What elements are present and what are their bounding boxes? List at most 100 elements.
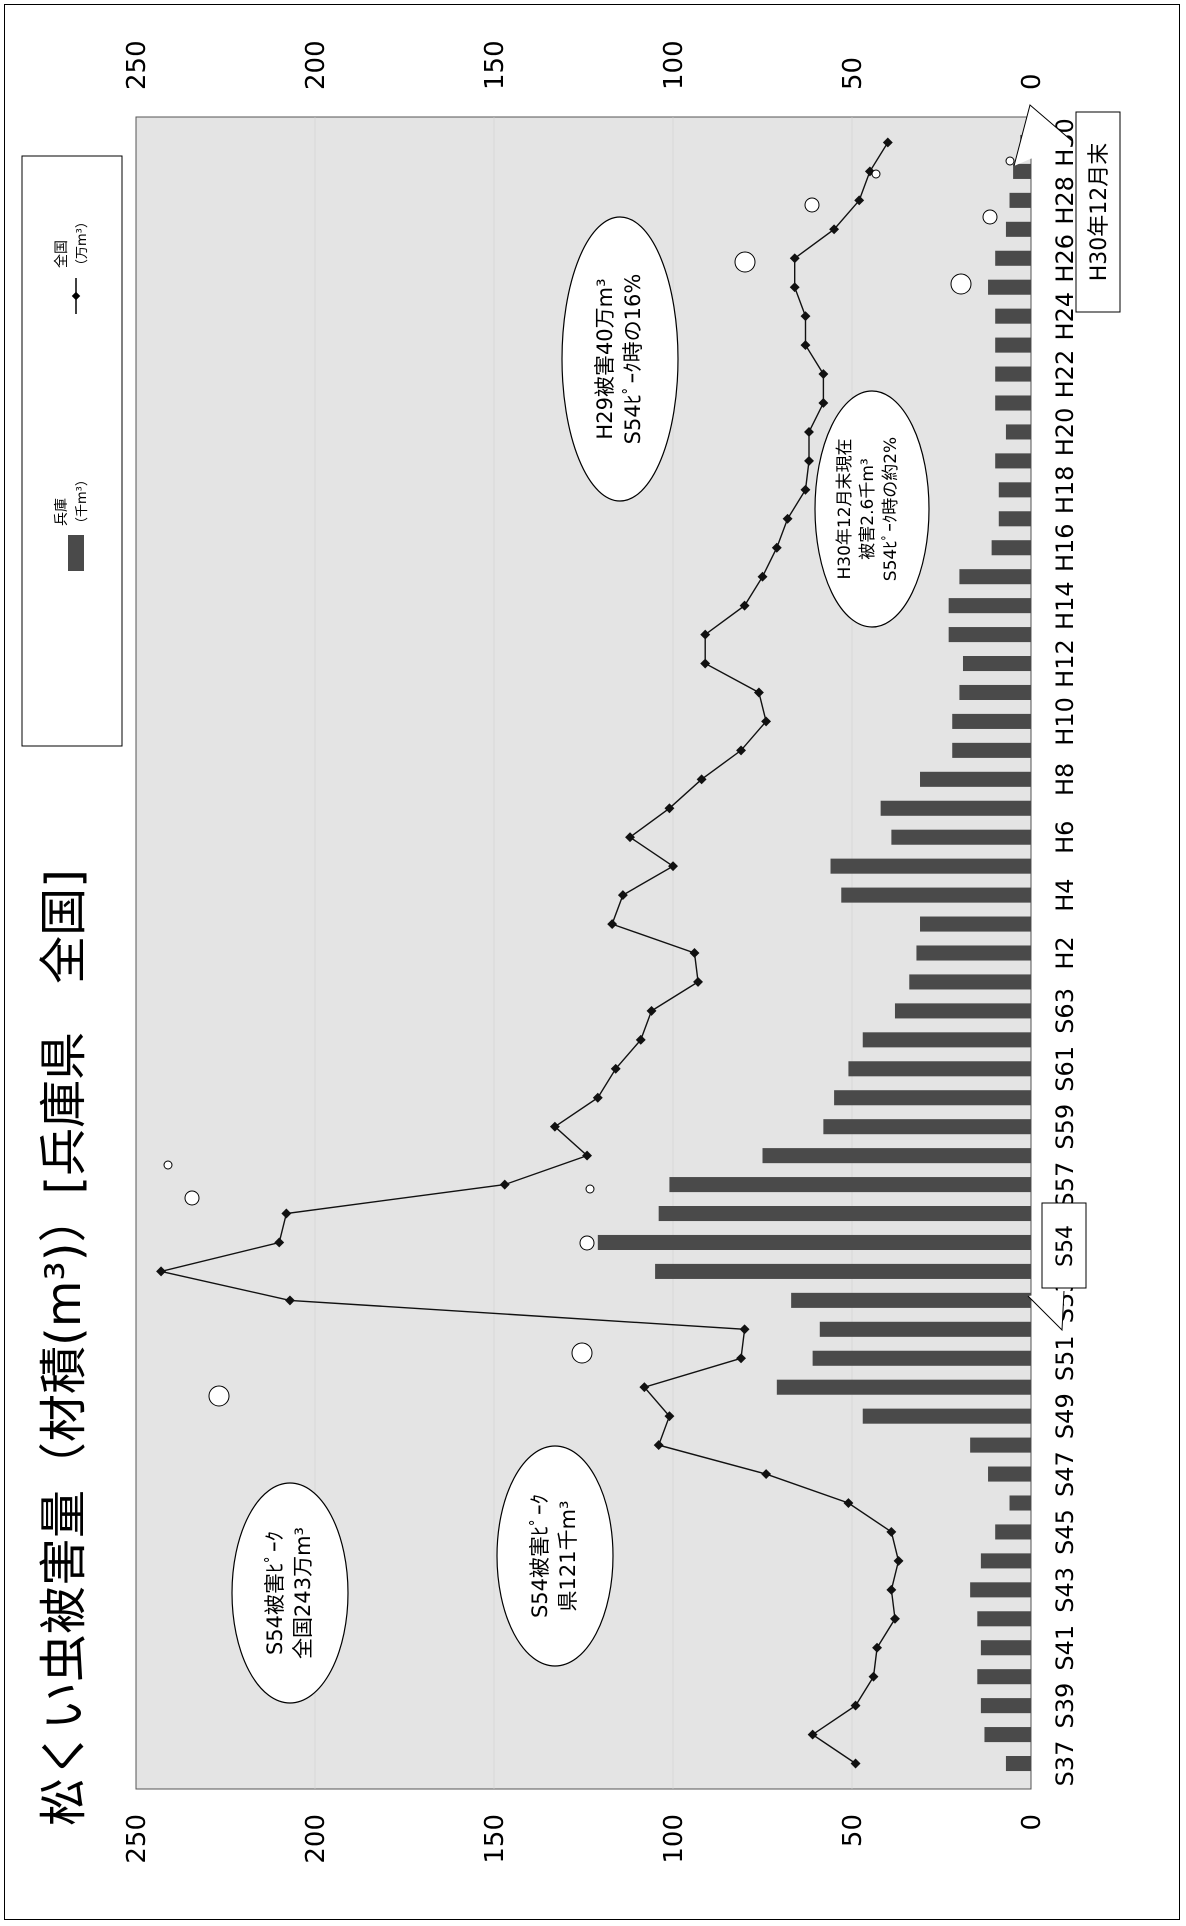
callout-box [1075,111,1121,313]
callout-box [1041,1202,1087,1289]
bar [819,1321,1032,1337]
bubble-circle [184,1190,200,1206]
line-point [804,455,814,466]
chart-title: 松くい虫被害量（材積(m³)）[兵庫県 全国] [36,869,92,1826]
line-point [635,1034,646,1045]
y-tick-label: 200 [301,40,331,90]
x-tick-label: H10 [1051,697,1079,746]
x-tick-label: S45 [1051,1509,1079,1555]
line-point [807,1729,818,1740]
bar [977,1669,1031,1685]
cloud [561,216,679,502]
bar [841,887,1032,903]
y-tick-label: 200 [301,1814,331,1864]
y-tick-label: 100 [659,1814,689,1864]
line-point [664,1411,675,1422]
line-point [689,948,700,958]
y-tick-label: 150 [480,1814,510,1864]
line-point [818,369,829,379]
annotation-line: 全国243万m³ [291,1527,315,1659]
bubble-circle [585,1184,595,1194]
line-point [653,1440,664,1451]
legend-unit-hyogo: （千m³） [75,473,90,530]
bar [952,713,1031,729]
bar [812,1350,1031,1366]
bar [995,395,1032,411]
bubble-circle [1005,156,1015,166]
bar [891,829,1031,845]
annotation-line: S54ﾋﾟｰｸ時の16% [621,274,645,445]
bar [597,1234,1031,1250]
y-axis-bottom-ticks: 0 50 100 150 200 250 [122,40,1047,90]
annotation-line: H30年12月末現在 [835,438,855,579]
y-tick-label: 250 [122,40,152,90]
y-tick-label: 100 [659,40,689,90]
bar [988,279,1031,295]
line-point [761,716,772,727]
bar [948,598,1031,614]
x-tick-label: S61 [1051,1046,1079,1092]
line-point [789,253,800,264]
line-point [664,803,675,814]
cloud [814,390,930,628]
line-point [890,1613,900,1624]
x-tick-label: H4 [1051,878,1079,911]
bar [848,1061,1031,1077]
bar [980,1553,1032,1569]
annotation-national-peak: S54被害ﾋﾟｰｸ 全国243万m³ [231,1482,349,1704]
bubble-circle [579,1235,595,1251]
bar [894,1003,1032,1019]
line-point [156,1266,167,1277]
y-tick-label: 50 [838,57,868,90]
line-point [882,137,893,148]
line-point [700,629,711,640]
bar [791,1292,1032,1308]
y-tick-label: 150 [480,40,510,90]
bubble-circle [871,169,881,179]
bar [830,858,1032,874]
line-point [610,1063,621,1074]
bar [991,540,1031,556]
bar [948,627,1031,643]
annotation-line: 県121千m³ [556,1501,580,1612]
bar [995,250,1032,266]
x-tick-label: H20 [1051,408,1079,457]
legend-label-hyogo: 兵庫 [53,498,70,526]
line-point [771,542,782,553]
x-tick-label: H24 [1051,292,1079,341]
cloud [496,1445,614,1667]
line-point [800,340,811,351]
bar [823,1119,1031,1135]
annotation-line: S54被害ﾋﾟｰｸ [528,1494,552,1618]
callout-label: S54 [1053,1225,1078,1267]
bubble-circle [734,251,756,273]
line-point [739,1324,750,1335]
y-tick-label: 0 [1017,73,1047,90]
bar [776,1379,1031,1395]
x-tick-label: H28 [1051,176,1079,225]
x-tick-label: H8 [1051,763,1079,796]
bar [1005,221,1032,237]
annotation-line: 被害2.6千m³ [858,458,878,559]
bar [834,1090,1031,1106]
x-tick-label: H12 [1051,639,1079,688]
x-tick-label: S51 [1051,1335,1079,1381]
line-point [893,1555,904,1566]
callout-pointer [1027,1290,1065,1332]
callout-label: H30年12月末 [1087,143,1112,282]
callout-h30: H30年12月末 [1013,104,1121,313]
bar [762,1148,1031,1164]
x-tick-label: H2 [1051,936,1079,969]
line-point [646,1005,657,1016]
line-point [829,224,840,235]
x-tick-label: S37 [1051,1741,1079,1787]
line-point [818,398,829,408]
annotation-line: S54被害ﾋﾟｰｸ [263,1531,287,1655]
x-tick-label: H18 [1051,466,1079,515]
line-point [736,745,746,756]
x-tick-label: H16 [1051,523,1079,572]
legend-bar-swatch [68,535,84,571]
bar [655,1263,1031,1279]
x-tick-label: S39 [1051,1683,1079,1729]
